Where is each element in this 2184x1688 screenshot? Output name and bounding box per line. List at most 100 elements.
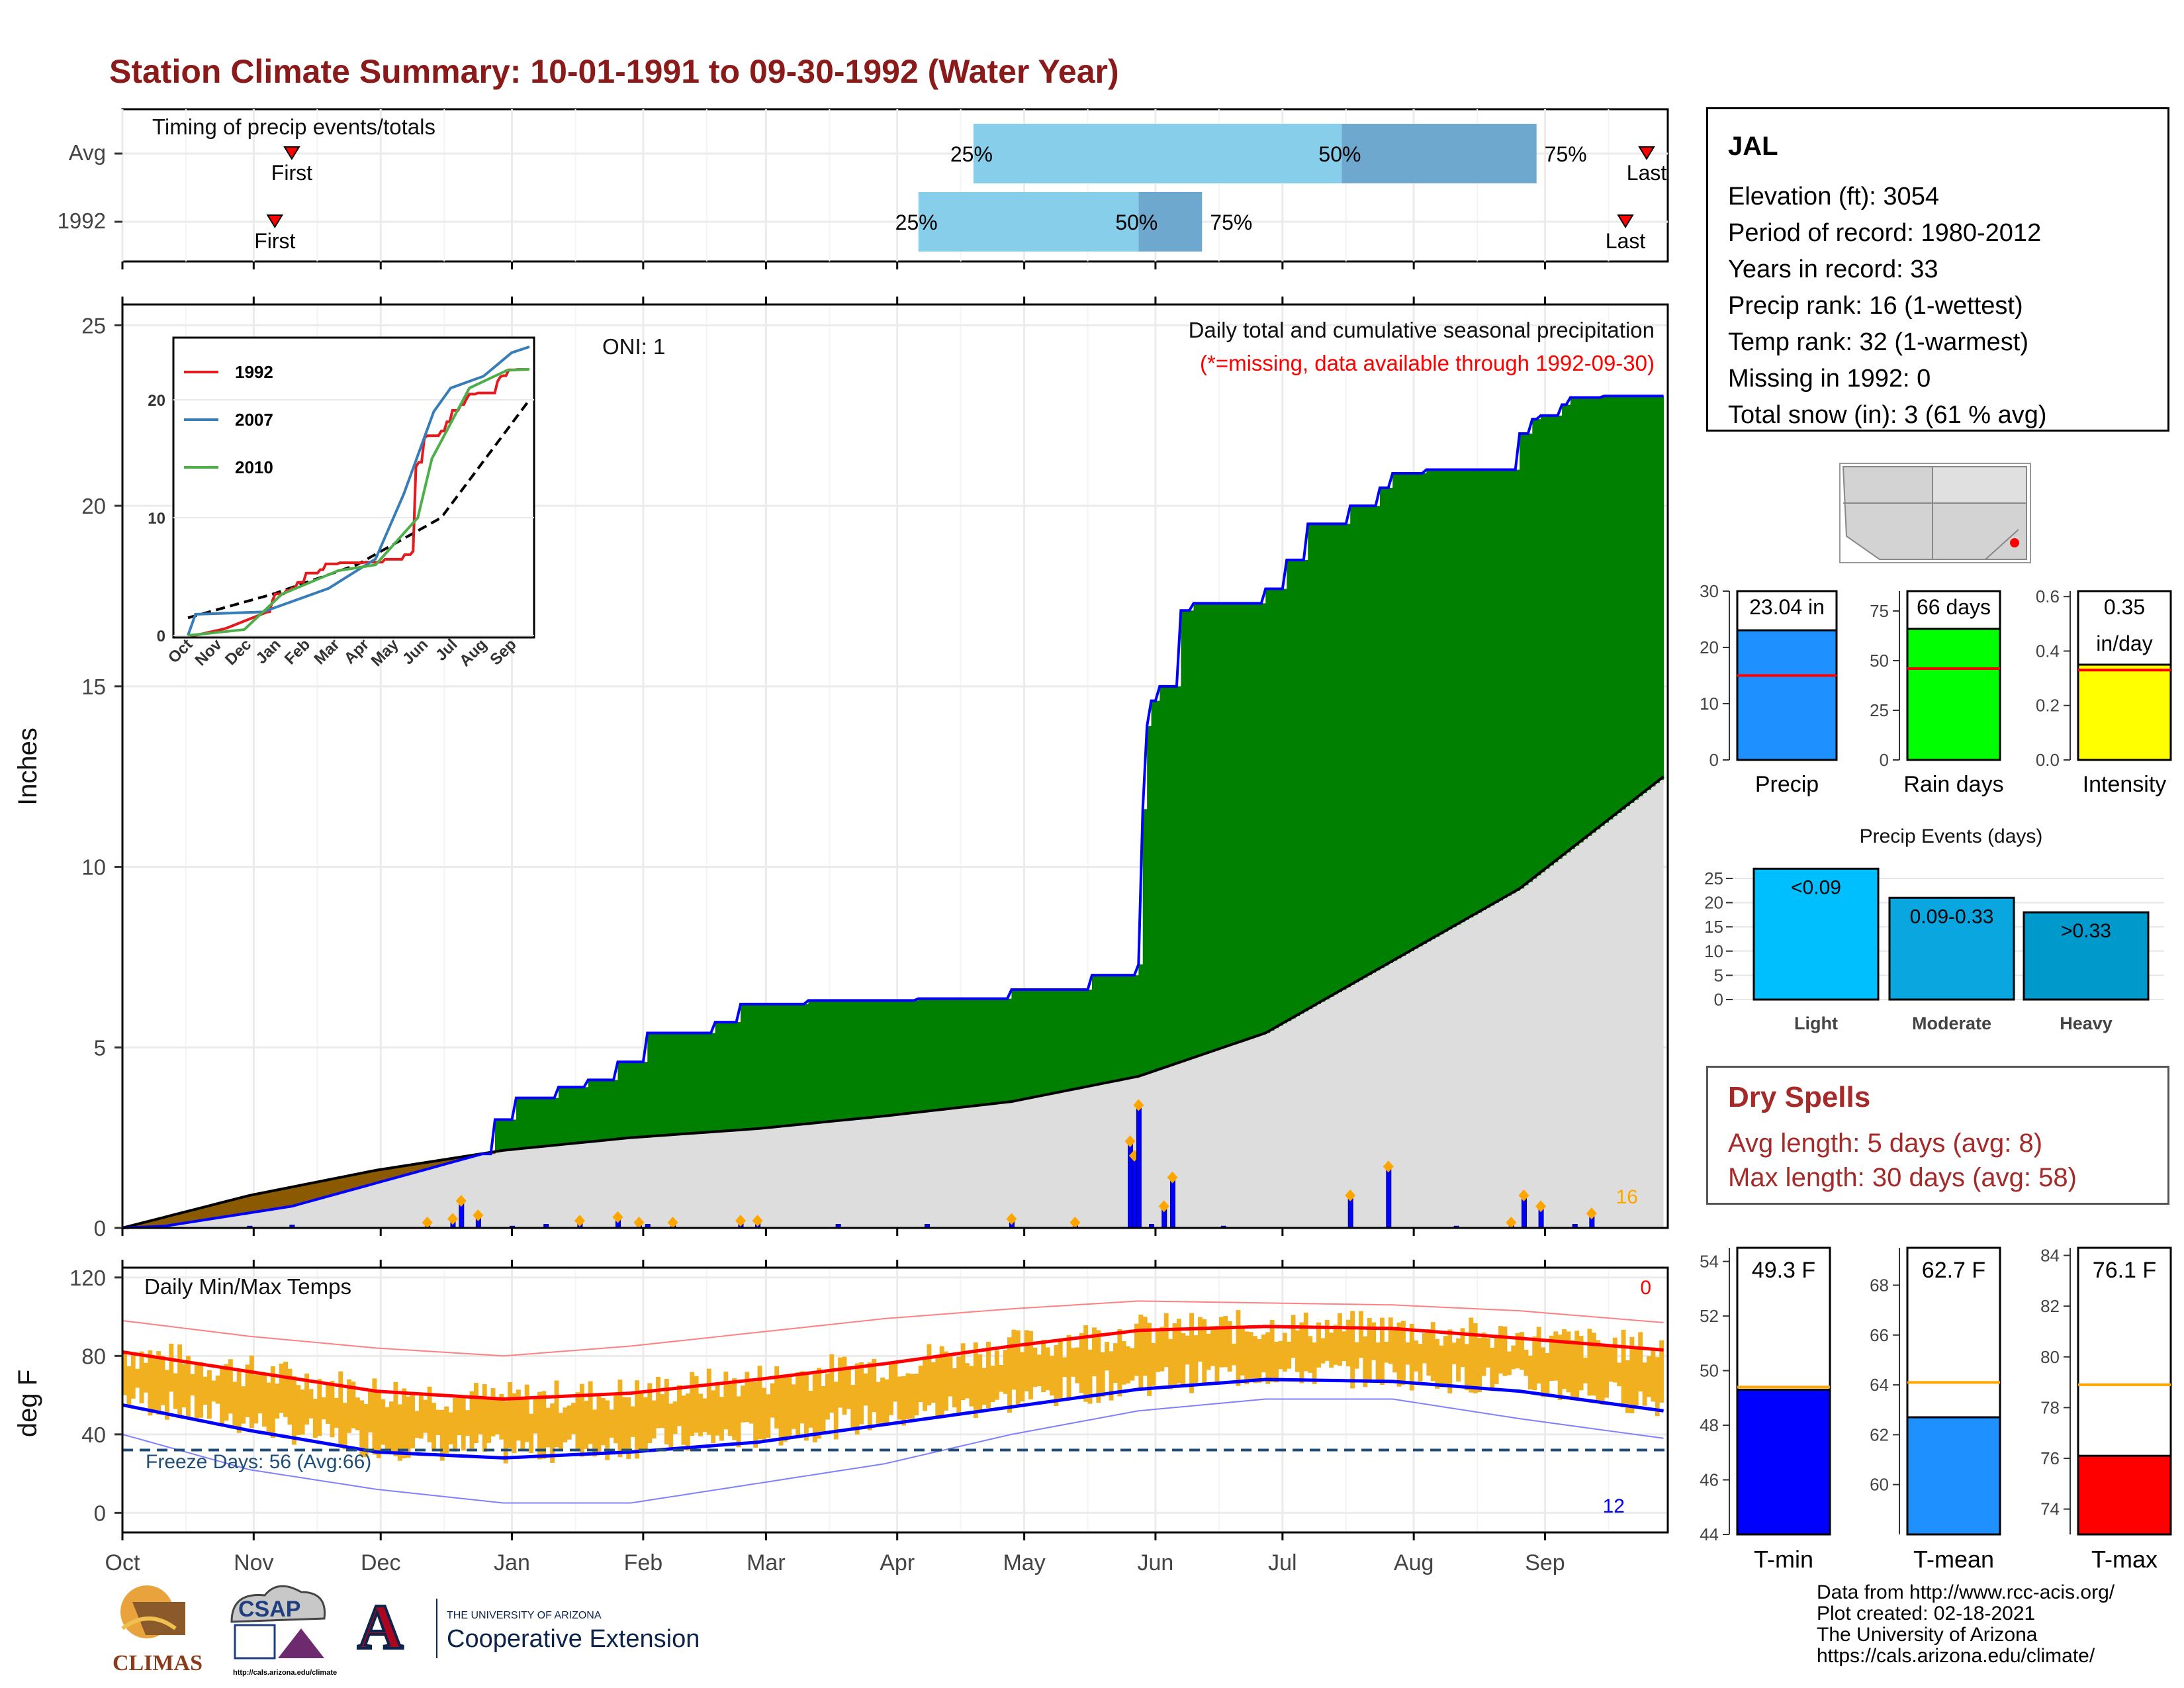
- daily-temp-bar: [452, 1398, 457, 1452]
- station-precip-rank: Precip rank: 16 (1-wettest): [1728, 292, 2023, 320]
- daily-precip-marker: [1124, 1135, 1136, 1148]
- daily-temp-bar: [1600, 1346, 1605, 1405]
- daily-temp-bar: [706, 1368, 711, 1435]
- daily-temp-bar: [872, 1358, 877, 1413]
- surplus-band: [956, 998, 962, 1108]
- daily-temp-bar: [211, 1380, 216, 1402]
- daily-temp-bar: [850, 1385, 856, 1428]
- surplus-band: [1392, 473, 1398, 961]
- daily-temp-bar: [563, 1407, 568, 1442]
- y-tick-label: 0.6: [2036, 586, 2060, 606]
- y-tick-label: 0.2: [2036, 696, 2060, 716]
- daily-precip-marker: [574, 1215, 585, 1227]
- temp-bar-label-tmean: T-mean: [1913, 1546, 1994, 1573]
- y-tick-label: 50: [1870, 651, 1889, 671]
- surplus-band: [1117, 975, 1122, 1081]
- station-temp-rank: Temp rank: 32 (1-warmest): [1728, 328, 2029, 356]
- daily-temp-bar: [457, 1395, 462, 1436]
- month-label-dec: Dec: [361, 1550, 400, 1575]
- surplus-band: [1274, 588, 1279, 1029]
- daily-temp-bar: [1375, 1342, 1381, 1383]
- y-tick-label: 10: [1704, 941, 1723, 961]
- daily-temp-bar: [617, 1380, 623, 1458]
- daily-temp-bar: [1316, 1322, 1321, 1368]
- daily-temp-bar: [1130, 1348, 1135, 1381]
- surplus-band: [664, 1033, 669, 1135]
- svg-text:CLIMAS: CLIMAS: [113, 1651, 203, 1675]
- surplus-band: [931, 998, 936, 1111]
- deficit-band: [300, 1185, 305, 1204]
- surplus-band: [1384, 487, 1389, 966]
- daily-temp-bar: [817, 1368, 822, 1439]
- daily-temp-bar: [1083, 1325, 1089, 1402]
- daily-temp-bar: [588, 1381, 593, 1444]
- daily-temp-bar: [639, 1391, 644, 1451]
- daily-temp-bar: [241, 1386, 246, 1424]
- surplus-band: [876, 1000, 881, 1117]
- surplus-band: [981, 998, 987, 1105]
- events-bar-label: >0.33: [2061, 920, 2111, 942]
- surplus-band: [1557, 415, 1563, 859]
- daily-temp-bar: [1113, 1343, 1118, 1383]
- daily-temp-bar: [554, 1380, 559, 1448]
- surplus-band: [719, 1022, 725, 1132]
- daily-temp-bar: [279, 1363, 284, 1413]
- daily-temp-bar: [220, 1368, 225, 1425]
- daily-temp-bar: [529, 1413, 534, 1453]
- surplus-band: [651, 1033, 657, 1137]
- daily-temp-bar: [842, 1356, 847, 1415]
- inset-legend-label: 2007: [235, 410, 273, 430]
- daily-temp-bar: [732, 1378, 737, 1440]
- station-name: JAL: [1728, 132, 1778, 161]
- surplus-band: [803, 1004, 809, 1124]
- surplus-band: [1451, 469, 1457, 927]
- surplus-band: [1570, 397, 1575, 849]
- daily-temp-bar: [122, 1352, 127, 1395]
- deficit-band: [397, 1166, 402, 1178]
- deficit-band: [381, 1169, 386, 1182]
- surplus-band: [1629, 396, 1635, 803]
- daily-temp-bar: [630, 1406, 635, 1437]
- svg-text:http://cals.arizona.edu/climat: http://cals.arizona.edu/climate: [233, 1669, 337, 1677]
- surplus-band: [774, 1004, 780, 1127]
- deficit-band: [363, 1172, 369, 1187]
- surplus-band: [829, 1000, 835, 1122]
- daily-precip-marker: [1158, 1200, 1169, 1213]
- daily-temp-bar: [918, 1366, 923, 1403]
- surplus-band: [1218, 603, 1224, 1049]
- surplus-band: [1345, 524, 1351, 988]
- daily-temp-bar: [432, 1403, 436, 1452]
- daily-temp-bar: [838, 1357, 843, 1408]
- station-years: Years in record: 33: [1728, 256, 1938, 283]
- daily-temp-bar: [1638, 1332, 1643, 1392]
- surplus-band: [639, 1062, 644, 1137]
- month-label-may: May: [1003, 1550, 1045, 1575]
- station-period: Period of record: 1980-2012: [1728, 219, 2042, 247]
- y-tick-label: 0: [1714, 990, 1723, 1009]
- daily-temp-bar: [761, 1387, 766, 1442]
- timing-last-label: Last: [1606, 229, 1646, 253]
- daily-temp-bar: [359, 1400, 365, 1456]
- daily-temp-bar: [253, 1374, 259, 1424]
- daily-temp-bar: [1338, 1313, 1342, 1366]
- y-tick-label: 20: [1704, 893, 1723, 913]
- deficit-band: [185, 1211, 191, 1223]
- daily-precip-marker: [1167, 1171, 1178, 1184]
- deficit-band: [355, 1174, 360, 1189]
- daily-temp-bar: [1278, 1340, 1283, 1370]
- surplus-band: [884, 1000, 889, 1116]
- daily-temp-bar: [215, 1376, 220, 1404]
- surplus-band: [1291, 559, 1296, 1019]
- deficit-band: [376, 1170, 381, 1184]
- y-tick-label: 66: [1870, 1325, 1889, 1345]
- daily-temp-bar: [1274, 1341, 1279, 1383]
- daily-precip-marker: [1133, 1099, 1144, 1111]
- surplus-band: [1126, 975, 1131, 1079]
- daily-temp-bar: [1481, 1333, 1486, 1376]
- daily-temp-bar: [1426, 1329, 1432, 1376]
- surplus-band: [702, 1033, 707, 1133]
- surplus-band: [706, 1033, 711, 1133]
- surplus-band: [1354, 506, 1359, 983]
- daily-temp-bar: [1160, 1327, 1165, 1372]
- deficit-band: [232, 1199, 238, 1216]
